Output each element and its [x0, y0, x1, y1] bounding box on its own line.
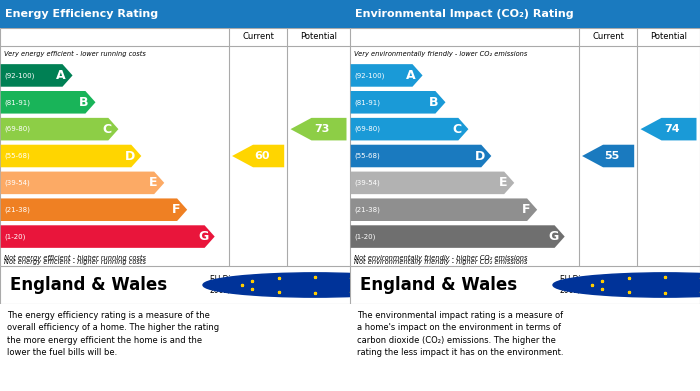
Polygon shape — [582, 145, 634, 167]
Text: Current: Current — [592, 32, 624, 41]
Polygon shape — [351, 145, 491, 167]
Polygon shape — [351, 91, 445, 113]
Text: 74: 74 — [664, 124, 680, 134]
Text: Very energy efficient - lower running costs: Very energy efficient - lower running co… — [4, 51, 146, 57]
Text: Very environmentally friendly - lower CO₂ emissions: Very environmentally friendly - lower CO… — [354, 51, 527, 57]
Polygon shape — [351, 118, 468, 140]
Text: (69-80): (69-80) — [4, 126, 30, 133]
Text: (21-38): (21-38) — [4, 206, 30, 213]
Text: Current: Current — [242, 32, 274, 41]
Text: C: C — [452, 123, 461, 136]
Polygon shape — [1, 225, 215, 248]
Text: (69-80): (69-80) — [354, 126, 380, 133]
Text: 73: 73 — [314, 124, 330, 134]
Polygon shape — [232, 145, 284, 167]
Polygon shape — [1, 145, 141, 167]
Polygon shape — [1, 172, 164, 194]
Text: (81-91): (81-91) — [354, 99, 380, 106]
Text: (1-20): (1-20) — [354, 233, 376, 240]
Text: (1-20): (1-20) — [4, 233, 26, 240]
Text: England & Wales: England & Wales — [360, 276, 517, 294]
Text: E: E — [148, 176, 157, 189]
Text: G: G — [548, 230, 559, 243]
Text: D: D — [125, 149, 135, 163]
Text: D: D — [475, 149, 485, 163]
Text: (92-100): (92-100) — [4, 72, 34, 79]
Polygon shape — [1, 91, 95, 113]
Text: England & Wales: England & Wales — [10, 276, 167, 294]
Text: EU Directive
2002/91/EC: EU Directive 2002/91/EC — [210, 275, 257, 295]
Text: Not environmentally friendly - higher CO₂ emissions: Not environmentally friendly - higher CO… — [354, 259, 527, 265]
Text: Environmental Impact (CO₂) Rating: Environmental Impact (CO₂) Rating — [355, 9, 574, 19]
Text: E: E — [498, 176, 507, 189]
Text: The energy efficiency rating is a measure of the
overall efficiency of a home. T: The energy efficiency rating is a measur… — [7, 311, 219, 357]
Polygon shape — [351, 225, 565, 248]
Text: (55-68): (55-68) — [4, 153, 30, 159]
Text: (55-68): (55-68) — [354, 153, 380, 159]
Text: EU Directive
2002/91/EC: EU Directive 2002/91/EC — [560, 275, 607, 295]
Text: A: A — [56, 69, 66, 82]
Text: (92-100): (92-100) — [354, 72, 384, 79]
Text: (39-54): (39-54) — [354, 179, 380, 186]
Text: A: A — [406, 69, 416, 82]
Polygon shape — [351, 64, 423, 87]
Text: (39-54): (39-54) — [4, 179, 30, 186]
Text: Potential: Potential — [650, 32, 687, 41]
Text: Not energy efficient - higher running costs: Not energy efficient - higher running co… — [4, 259, 146, 265]
Circle shape — [553, 273, 700, 297]
Polygon shape — [351, 199, 537, 221]
Text: (21-38): (21-38) — [354, 206, 380, 213]
Polygon shape — [351, 172, 514, 194]
Text: G: G — [198, 230, 209, 243]
Text: (81-91): (81-91) — [4, 99, 30, 106]
Polygon shape — [640, 118, 696, 140]
Polygon shape — [1, 64, 73, 87]
Polygon shape — [1, 118, 118, 140]
Text: 55: 55 — [604, 151, 620, 161]
Polygon shape — [290, 118, 346, 140]
Text: Energy Efficiency Rating: Energy Efficiency Rating — [6, 9, 158, 19]
Text: 60: 60 — [254, 151, 270, 161]
Text: B: B — [79, 96, 89, 109]
Circle shape — [203, 273, 427, 297]
Polygon shape — [1, 199, 187, 221]
Text: C: C — [102, 123, 111, 136]
Text: F: F — [172, 203, 180, 216]
Text: Not environmentally friendly - higher CO₂ emissions: Not environmentally friendly - higher CO… — [354, 255, 527, 261]
Text: Not energy efficient - higher running costs: Not energy efficient - higher running co… — [4, 255, 146, 261]
Text: The environmental impact rating is a measure of
a home's impact on the environme: The environmental impact rating is a mea… — [357, 311, 564, 357]
Text: Potential: Potential — [300, 32, 337, 41]
Text: F: F — [522, 203, 530, 216]
Text: B: B — [429, 96, 439, 109]
